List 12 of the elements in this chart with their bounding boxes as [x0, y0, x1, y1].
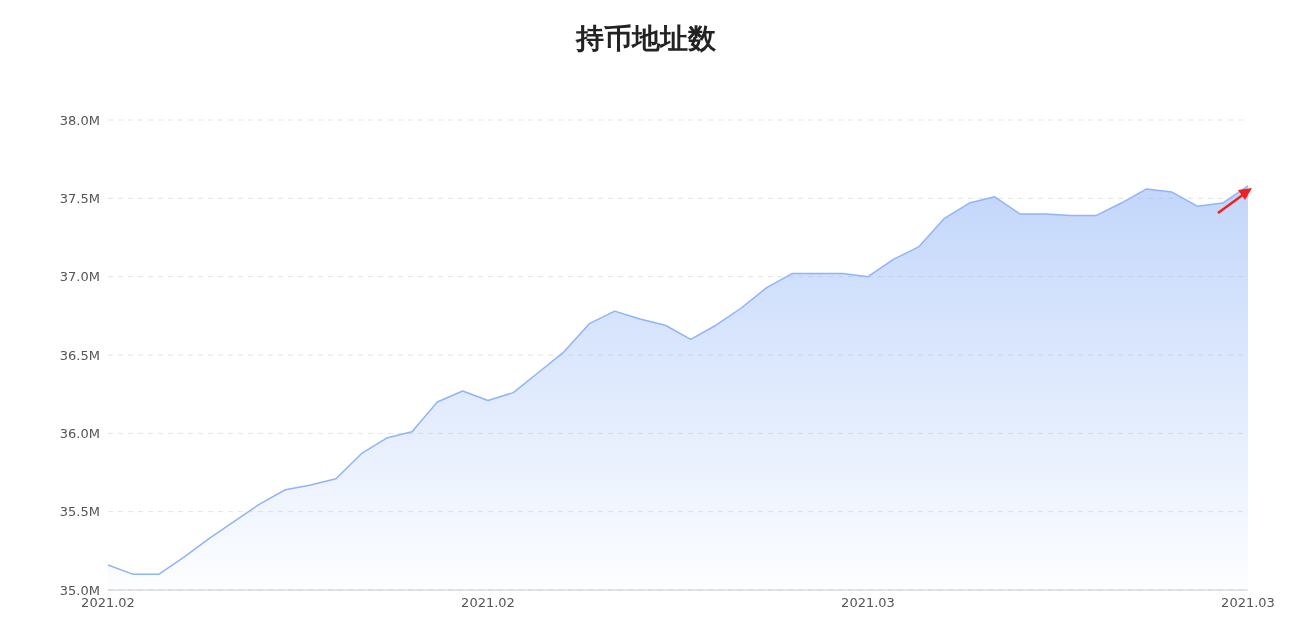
chart-title: 持币地址数: [574, 21, 717, 57]
y-tick-label: 36.0M: [59, 425, 100, 441]
x-tick-label: 2021.03: [841, 595, 895, 611]
y-tick-label: 36.5M: [59, 347, 100, 363]
x-tick-label: 2021.03: [1221, 595, 1275, 611]
x-tick-label: 2021.02: [461, 595, 515, 611]
y-tick-label: 38.0M: [59, 112, 100, 128]
y-tick-label: 37.0M: [59, 269, 100, 285]
y-tick-label: 35.0M: [59, 582, 100, 598]
x-tick-label: 2021.02: [81, 595, 135, 611]
y-tick-label: 35.5M: [59, 504, 100, 520]
y-tick-label: 37.5M: [59, 190, 100, 206]
